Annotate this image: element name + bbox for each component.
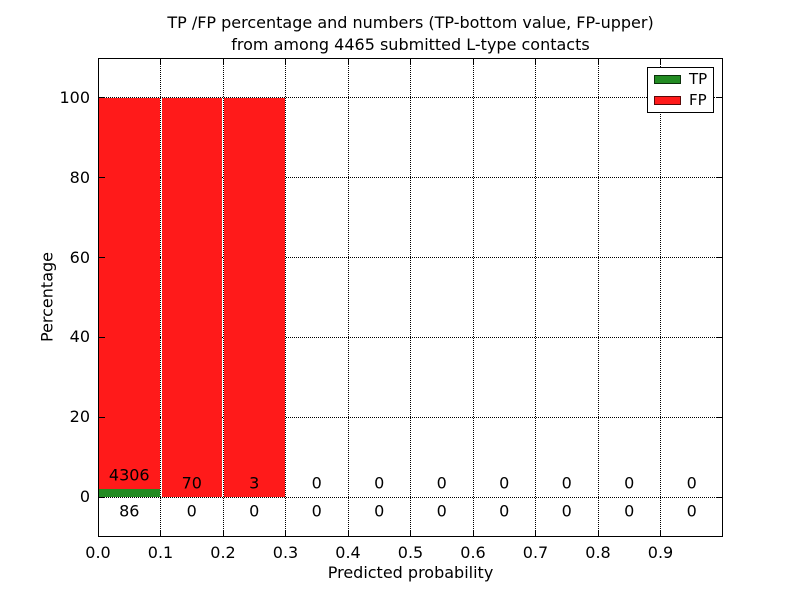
tp-count-label: 0	[624, 501, 635, 521]
legend-item-fp: FP	[648, 91, 713, 110]
y-tickmark-right	[716, 336, 722, 338]
v-gridline	[222, 58, 224, 537]
h-gridline	[98, 496, 723, 498]
tp-swatch-icon	[654, 75, 681, 84]
legend-item-tp: TP	[648, 70, 713, 89]
fp-count-label: 0	[624, 473, 635, 493]
x-tickmark	[97, 530, 99, 536]
x-tick-label: 0.7	[522, 543, 549, 562]
fp-bar	[161, 97, 222, 498]
x-tickmark-top	[410, 59, 411, 65]
y-tick-label: 20	[69, 407, 90, 427]
x-tickmark-top	[222, 59, 224, 65]
v-gridline	[347, 58, 349, 537]
tp-count-label: 0	[311, 501, 322, 521]
x-tick-label: 0.9	[647, 543, 674, 562]
tp-count-label: 0	[499, 501, 510, 521]
h-gridline	[98, 416, 723, 418]
fp-count-label: 4306	[108, 465, 150, 485]
y-tick-label: 0	[79, 487, 90, 507]
x-tick-label: 0.4	[335, 543, 361, 562]
y-tickmark	[99, 496, 105, 498]
x-tickmark	[160, 530, 161, 536]
x-tickmark	[222, 530, 224, 536]
x-tickmark	[597, 530, 599, 536]
x-tickmark	[347, 530, 349, 536]
y-tickmark-right	[716, 257, 722, 259]
chart-title-line2: from among 4465 submitted L-type contact…	[231, 35, 590, 54]
legend-label-tp: TP	[689, 70, 708, 88]
v-gridline	[472, 58, 474, 537]
y-tick-label: 80	[69, 167, 90, 187]
x-tick-label: 0.5	[397, 543, 424, 562]
y-tickmark	[99, 257, 105, 259]
y-tickmark	[99, 177, 105, 179]
x-tickmark	[410, 530, 411, 536]
fp-count-label: 0	[499, 473, 510, 493]
x-tickmark-top	[660, 59, 661, 65]
legend-label-fp: FP	[689, 91, 707, 109]
y-tickmark-right	[716, 416, 722, 418]
fp-count-label: 0	[561, 473, 572, 493]
x-tick-label: 0.2	[210, 543, 236, 562]
tp-count-label: 0	[686, 501, 697, 521]
fp-count-label: 3	[249, 473, 260, 493]
x-tickmark-top	[597, 59, 599, 65]
tp-count-label: 0	[561, 501, 572, 521]
x-axis-label: Predicted probability	[327, 563, 494, 582]
legend: TP FP	[647, 67, 714, 113]
tp-count-label: 0	[249, 501, 260, 521]
y-tickmark	[99, 97, 105, 99]
fp-swatch-icon	[654, 96, 681, 105]
x-tick-label: 0.6	[460, 543, 486, 562]
v-gridline	[597, 58, 599, 537]
fp-bar	[99, 97, 160, 490]
fp-bar	[224, 97, 285, 498]
fp-count-label: 70	[181, 473, 202, 493]
y-tick-label: 100	[59, 87, 90, 107]
x-tickmark	[535, 530, 536, 536]
fp-count-label: 0	[374, 473, 385, 493]
x-tickmark	[472, 530, 474, 536]
h-gridline	[98, 336, 723, 338]
h-gridline	[98, 97, 723, 99]
y-tickmark-right	[716, 97, 722, 99]
v-gridline	[285, 58, 286, 537]
x-tick-label: 0.8	[585, 543, 611, 562]
chart-title-line1: TP /FP percentage and numbers (TP-bottom…	[167, 13, 654, 32]
tp-count-label: 0	[186, 501, 197, 521]
v-gridline	[160, 58, 161, 537]
tp-count-label: 86	[119, 501, 140, 521]
x-tickmark-top	[285, 59, 286, 65]
y-tick-label: 40	[69, 327, 90, 347]
h-gridline	[98, 177, 723, 179]
fp-count-label: 0	[311, 473, 322, 493]
x-tickmark	[285, 530, 286, 536]
y-tickmark	[99, 336, 105, 338]
y-tickmark	[99, 416, 105, 418]
tp-count-label: 0	[436, 501, 447, 521]
fp-count-label: 0	[686, 473, 697, 493]
h-gridline	[98, 257, 723, 259]
x-tick-label: 0.0	[85, 543, 111, 562]
x-tickmark-top	[472, 59, 474, 65]
v-gridline	[535, 58, 536, 537]
x-tickmark-top	[160, 59, 161, 65]
x-tick-label: 0.1	[147, 543, 174, 562]
v-gridline	[410, 58, 411, 537]
x-tickmark-top	[347, 59, 349, 65]
x-tickmark-top	[535, 59, 536, 65]
chart-title: TP /FP percentage and numbers (TP-bottom…	[98, 12, 723, 56]
tp-count-label: 0	[374, 501, 385, 521]
v-gridline	[660, 58, 661, 537]
tp-bar	[99, 489, 160, 498]
fp-count-label: 0	[436, 473, 447, 493]
x-tick-label: 0.3	[272, 543, 299, 562]
y-tick-label: 60	[69, 247, 90, 267]
x-tickmark	[660, 530, 661, 536]
y-tickmark-right	[716, 496, 722, 498]
y-tickmark-right	[716, 177, 722, 179]
x-tickmark-top	[97, 59, 99, 65]
